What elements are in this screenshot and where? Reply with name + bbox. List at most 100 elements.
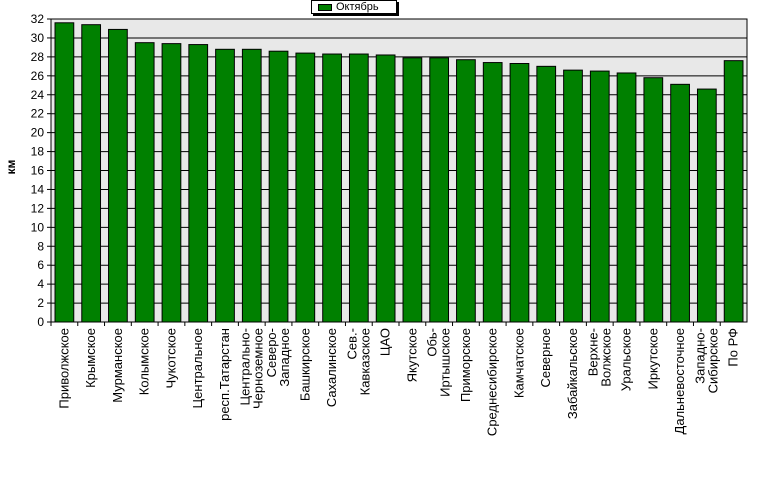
x-tick-label-line: Дальневосточное [672,328,687,434]
x-tick-label: Чукотское [163,328,178,389]
bar [482,62,503,323]
x-tick-label: Сахалинское [324,328,339,407]
bar [54,22,75,323]
y-tick-label: 6 [37,258,44,272]
x-tick-label-line: Среднесибирское [485,328,500,436]
bar [348,53,369,323]
y-tick-label: 32 [31,12,45,26]
bar [723,60,744,323]
x-tick-label: Приморское [458,328,473,402]
y-tick-label: 2 [37,296,44,310]
x-tick-label-line: По РФ [726,328,741,367]
x-tick-label: респ.Татарстан [217,328,232,421]
x-tick-label: Среднесибирское [485,328,500,436]
plot-frame [50,18,748,323]
bar [563,69,583,323]
x-tick-label: Колымское [137,328,152,395]
x-tick-label-line: Уральское [619,328,634,391]
axes [50,18,748,323]
y-tick-label: 20 [31,126,45,140]
y-tick-label: 0 [37,315,44,329]
bar [295,52,316,323]
bar [81,24,102,323]
x-tick-label: Сев.-Кавказское [344,328,372,395]
x-tick-label-line: Крымское [83,328,98,388]
legend-label: Октябрь [336,1,379,13]
x-tick-label: Центральное [190,328,205,408]
x-tick-label-line: Центрально- [237,328,252,406]
y-tick-label: 4 [37,277,44,291]
bar [241,48,262,323]
x-tick-labels: Приволжское Крымское Мурманское Колымское Чу… [56,328,740,436]
x-tick-label-line: Якутское [404,328,419,382]
x-tick-label-line: Сахалинское [324,328,339,407]
x-tick-label-line: Колымское [137,328,152,395]
y-tick-label: 22 [31,107,45,121]
y-tick-label: 8 [37,239,44,253]
bar [456,59,476,323]
bar [161,43,182,323]
bar [268,50,289,323]
x-tick-label-line: ЦАО [378,328,393,356]
bar [134,42,155,323]
x-tick-label-line: Сибирское [705,328,720,393]
bar [643,77,664,323]
y-tick-label: 14 [31,182,45,196]
x-tick-label-line: Иркутское [645,328,660,390]
x-tick-label: Уральское [619,328,634,391]
x-tick-label: Башкирское [297,328,312,401]
x-tick-label: Приволжское [56,328,71,409]
bar [188,44,209,323]
y-tick-label: 18 [31,145,45,159]
x-tick-label: Камчатское [511,328,526,398]
y-tick-label: 16 [31,164,45,178]
bar [589,70,610,323]
bar [536,65,557,323]
x-tick-label-line: Иртышское [438,328,453,397]
bar [375,54,396,323]
legend: Октябрь [311,0,397,14]
x-tick-label-line: Кавказское [357,328,372,395]
x-tick-label-line: Чукотское [163,328,178,389]
legend-swatch [318,4,332,11]
x-tick-label-line: Камчатское [511,328,526,398]
x-tick-label: По РФ [726,328,741,367]
y-axis-label: км [4,159,18,175]
x-tick-label-line: Верхне- [585,328,600,376]
x-tick-label-line: респ.Татарстан [217,328,232,421]
y-tick-label: 26 [31,69,45,83]
x-tick-label: Крымское [83,328,98,388]
y-tick-label: 30 [31,31,45,45]
x-tick-label: Забайкальское [565,328,580,419]
y-tick-label: 12 [31,201,45,215]
bar [696,88,717,323]
x-tick-label-line: Центральное [190,328,205,408]
x-tick-label-line: Приморское [458,328,473,402]
x-tick-label: Центрально-Черноземное [237,328,265,409]
x-tick-label-line: Северное [538,328,553,387]
x-tick-label-line: Приволжское [56,328,71,409]
x-tick-label: Западно-Сибирское [692,328,720,393]
x-tick-label: Дальневосточное [672,328,687,434]
x-tick-label: Обь-Иртышское [425,328,453,397]
bar [616,72,637,323]
bar [509,63,530,323]
x-tick-label-line: Западное [277,328,292,387]
y-tick-label: 28 [31,50,45,64]
x-tick-label-line: Западно- [692,328,707,384]
y-tick-label: 10 [31,220,45,234]
x-tick-label-line: Северо- [264,328,279,377]
x-tick-label-line: Сев.- [344,328,359,359]
bar [215,48,235,323]
x-tick-label: Иркутское [645,328,660,390]
bar [322,53,342,323]
bar [402,57,423,323]
y-tick-label: 24 [31,88,45,102]
x-tick-label-line: Черноземное [250,328,265,409]
bar [429,57,450,323]
x-tick-label: Мурманское [110,328,125,403]
bars [50,22,744,326]
x-tick-label-line: Забайкальское [565,328,580,419]
